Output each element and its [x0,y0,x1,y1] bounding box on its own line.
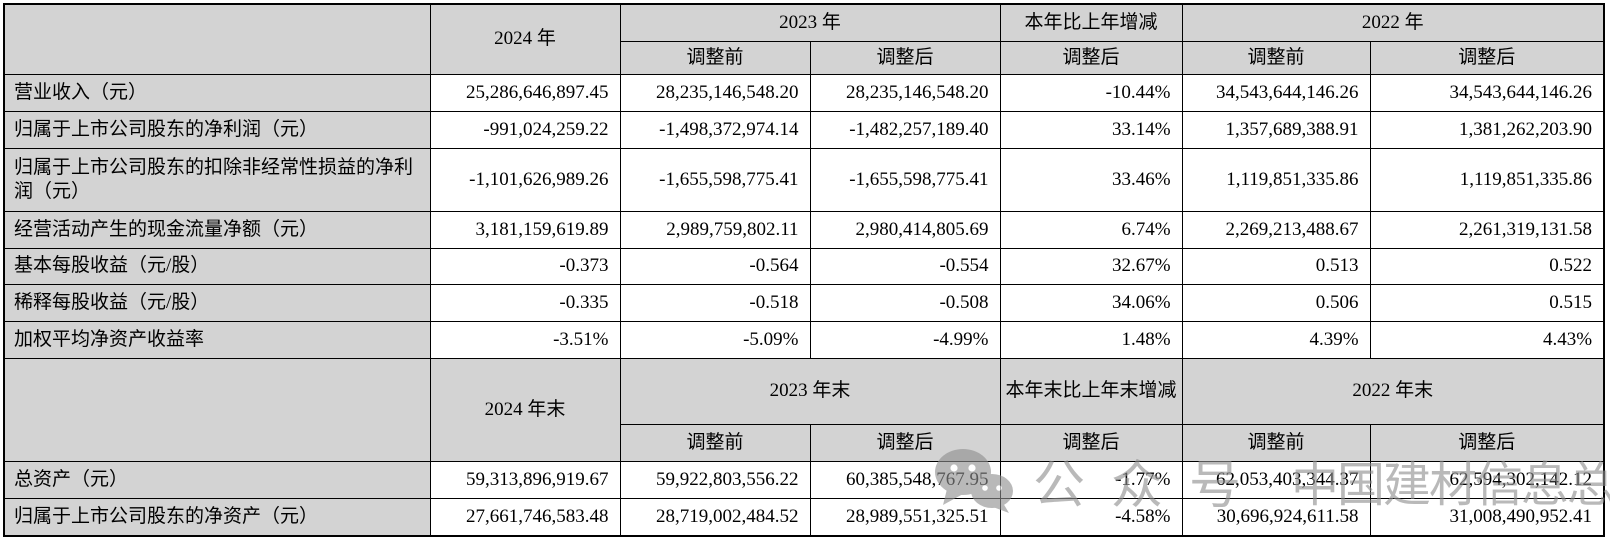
table-row: 稀释每股收益（元/股） -0.335 -0.518 -0.508 34.06% … [3,283,1605,322]
row-label: 归属于上市公司股东的净资产（元） [3,497,431,537]
cell-value: -0.554 [809,247,1001,285]
table-row: 营业收入（元） 25,286,646,897.45 28,235,146,548… [3,73,1605,112]
row-label: 总资产（元） [3,460,431,499]
cell-value: 33.46% [999,147,1183,212]
table-row: 归属于上市公司股东的净资产（元） 27,661,746,583.48 28,71… [3,497,1605,537]
row-label: 归属于上市公司股东的净利润（元） [3,110,431,149]
cell-value: -0.564 [619,247,811,285]
cell-value: 62,594,302,142.12 [1369,460,1605,499]
header-2024-end: 2024 年末 [429,357,621,462]
cell-value: 28,235,146,548.20 [619,73,811,112]
cell-value: 34,543,644,146.26 [1181,73,1371,112]
cell-value: 28,989,551,325.51 [809,497,1001,537]
cell-value: 59,922,803,556.22 [619,460,811,499]
header-2022: 2022 年 [1181,3,1605,42]
cell-value: -0.373 [429,247,621,285]
cell-value: -3.51% [429,320,621,359]
cell-value: 0.515 [1369,283,1605,322]
cell-value: -10.44% [999,73,1183,112]
cell-value: -1,482,257,189.40 [809,110,1001,149]
cell-value: 2,980,414,805.69 [809,210,1001,249]
cell-value: -1,655,598,775.41 [809,147,1001,212]
subheader-post-adjust: 调整后 [809,40,1001,75]
section2-header-years: 2024 年末 2023 年末 本年末比上年末增减 2022 年末 [3,357,1605,462]
section1-header-years: 2024 年 2023 年 本年比上年增减 2022 年 [3,3,1605,75]
header-2023: 2023 年 [619,3,1001,42]
cell-value: 4.39% [1181,320,1371,359]
cell-value: 34,543,644,146.26 [1369,73,1605,112]
subheader-pre-adjust: 调整前 [619,423,811,462]
table-row: 加权平均净资产收益率 -3.51% -5.09% -4.99% 1.48% 4.… [3,320,1605,359]
subheader-post-adjust: 调整后 [1369,423,1605,462]
table-row: 总资产（元） 59,313,896,919.67 59,922,803,556.… [3,460,1605,499]
section2-header-adjust: 调整前 调整后 调整后 调整前 调整后 [4,423,1605,462]
subheader-post-adjust: 调整后 [999,40,1183,75]
subheader-post-adjust: 调整后 [999,423,1183,462]
cell-value: -0.518 [619,283,811,322]
cell-value: 32.67% [999,247,1183,285]
header-yearend-change: 本年末比上年末增减 [999,357,1183,425]
cell-value: -0.508 [809,283,1001,322]
cell-value: 33.14% [999,110,1183,149]
cell-value: 31,008,490,952.41 [1369,497,1605,537]
cell-value: 28,719,002,484.52 [619,497,811,537]
cell-value: -4.58% [999,497,1183,537]
cell-value: 1.48% [999,320,1183,359]
section1-header-adjust: 调整前 调整后 调整后 调整前 调整后 [4,40,1605,75]
row-label: 营业收入（元） [3,73,431,112]
cell-value: 1,119,851,335.86 [1369,147,1605,212]
header-2023-end: 2023 年末 [619,357,1001,425]
cell-value: -991,024,259.22 [429,110,621,149]
cell-value: 4.43% [1369,320,1605,359]
subheader-post-adjust: 调整后 [1369,40,1605,75]
cell-value: 25,286,646,897.45 [429,73,621,112]
cell-value: 1,357,689,388.91 [1181,110,1371,149]
row-label: 加权平均净资产收益率 [3,320,431,359]
cell-value: -1,655,598,775.41 [619,147,811,212]
cell-value: 1,119,851,335.86 [1181,147,1371,212]
key-financials-table: 2024 年 2023 年 本年比上年增减 2022 年 调整前 调整后 调整后… [3,3,1606,537]
subheader-pre-adjust: 调整前 [619,40,811,75]
cell-value: 2,261,319,131.58 [1369,210,1605,249]
row-label: 经营活动产生的现金流量净额（元） [3,210,431,249]
cell-value: -0.335 [429,283,621,322]
subheader-pre-adjust: 调整前 [1181,423,1371,462]
cell-value: 0.506 [1181,283,1371,322]
table-row: 基本每股收益（元/股） -0.373 -0.564 -0.554 32.67% … [3,247,1605,285]
cell-value: 27,661,746,583.48 [429,497,621,537]
cell-value: 30,696,924,611.58 [1181,497,1371,537]
subheader-post-adjust: 调整后 [809,423,1001,462]
cell-value: 0.513 [1181,247,1371,285]
cell-value: 34.06% [999,283,1183,322]
cell-value: -4.99% [809,320,1001,359]
cell-value: 60,385,548,767.95 [809,460,1001,499]
cell-value: -1.77% [999,460,1183,499]
row-label: 稀释每股收益（元/股） [3,283,431,322]
row-label: 归属于上市公司股东的扣除非经常性损益的净利润（元） [3,147,431,212]
cell-value: 3,181,159,619.89 [429,210,621,249]
cell-value: 28,235,146,548.20 [809,73,1001,112]
header-yoy-change: 本年比上年增减 [999,3,1183,42]
header-2024: 2024 年 [429,3,621,75]
cell-value: 6.74% [999,210,1183,249]
row-label: 基本每股收益（元/股） [3,247,431,285]
cell-value: -1,101,626,989.26 [429,147,621,212]
header-2022-end: 2022 年末 [1181,357,1605,425]
cell-value: 2,269,213,488.67 [1181,210,1371,249]
cell-value: 1,381,262,203.90 [1369,110,1605,149]
cell-value: 2,989,759,802.11 [619,210,811,249]
corner-empty-cell [3,357,431,462]
table-row: 归属于上市公司股东的净利润（元） -991,024,259.22 -1,498,… [3,110,1605,149]
cell-value: -5.09% [619,320,811,359]
table-row: 经营活动产生的现金流量净额（元） 3,181,159,619.89 2,989,… [3,210,1605,249]
subheader-pre-adjust: 调整前 [1181,40,1371,75]
table-row: 归属于上市公司股东的扣除非经常性损益的净利润（元） -1,101,626,989… [3,147,1605,212]
corner-empty-cell [3,3,431,75]
cell-value: 0.522 [1369,247,1605,285]
cell-value: 62,053,403,344.37 [1181,460,1371,499]
cell-value: -1,498,372,974.14 [619,110,811,149]
cell-value: 59,313,896,919.67 [429,460,621,499]
